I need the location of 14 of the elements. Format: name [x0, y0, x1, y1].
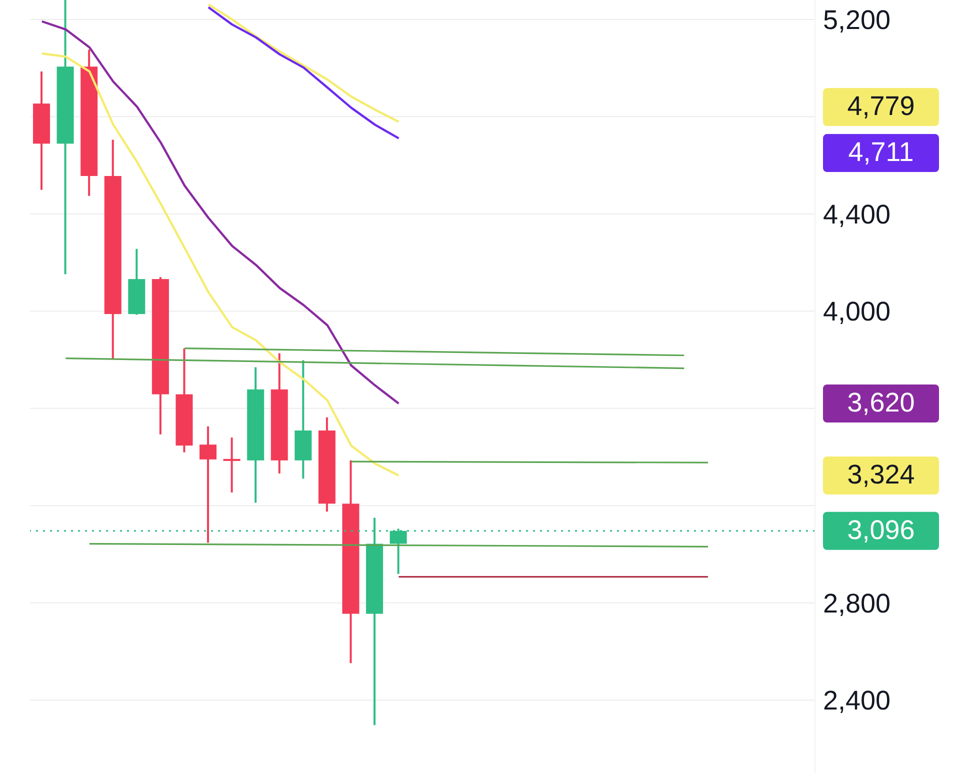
y-tick-label: 4,400	[823, 199, 891, 230]
candlestick	[223, 436, 240, 494]
text: 4,711	[848, 137, 914, 168]
line-series	[40, 20, 400, 405]
text: 3,324	[847, 460, 915, 490]
line-series	[40, 52, 400, 477]
y-tick-label: 2,400	[823, 686, 891, 716]
y-tick-label: 2,800	[823, 588, 891, 618]
text: 4,779	[847, 91, 915, 122]
ref-line-label: 3,096	[847, 515, 915, 546]
y-tick-label: 4,000	[823, 296, 891, 327]
candlestick	[200, 425, 217, 544]
y-tick-label: 5,200	[823, 5, 891, 36]
text: 3,620	[847, 388, 915, 418]
